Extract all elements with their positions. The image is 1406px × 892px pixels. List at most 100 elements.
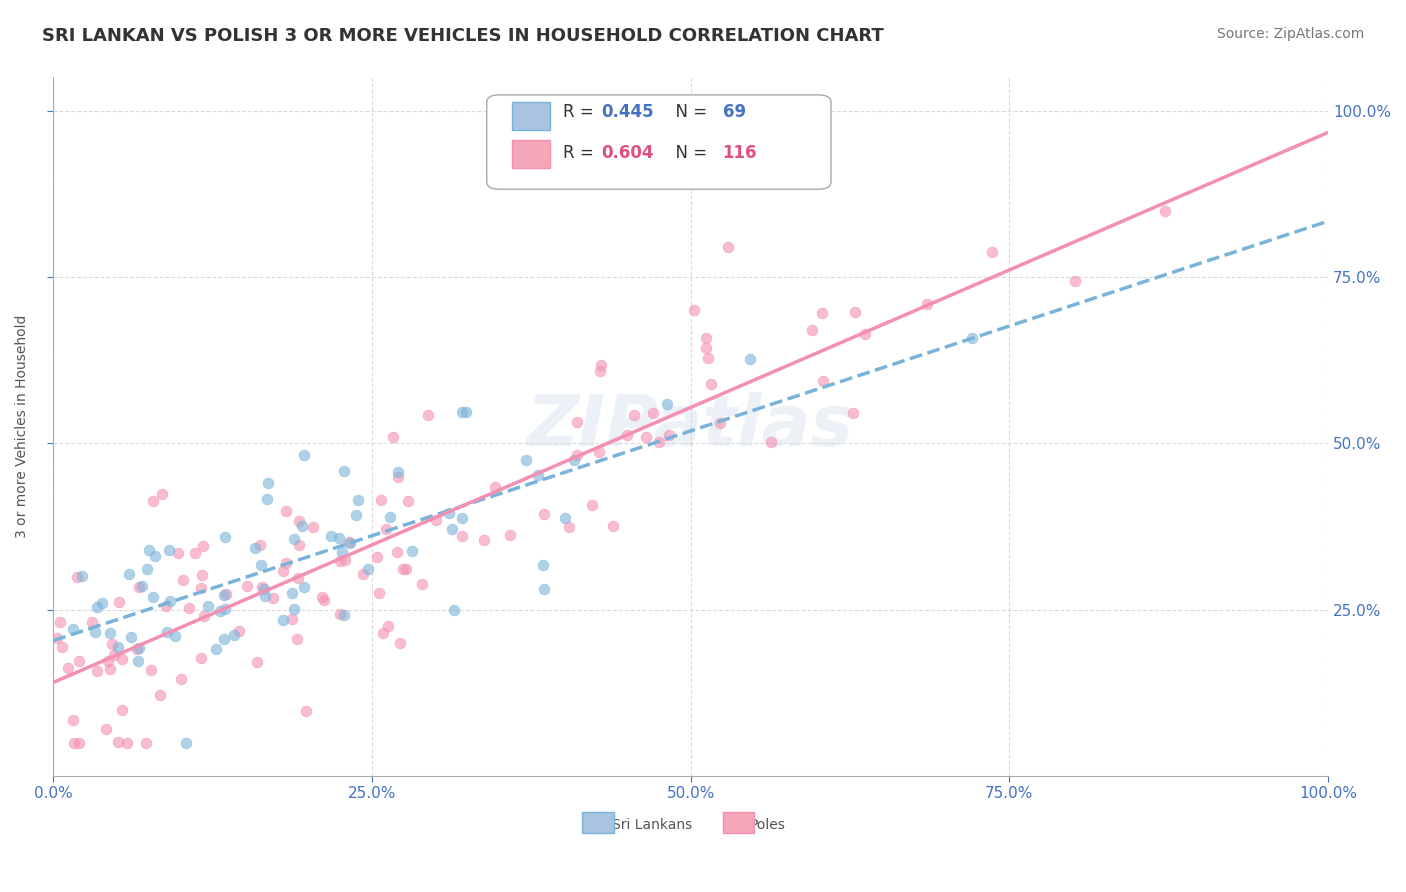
Point [962, 331, 984, 345]
Y-axis label: 3 or more Vehicles in Household: 3 or more Vehicles in Household [15, 315, 30, 539]
Point [357, 561, 380, 575]
Point [683, 302, 706, 317]
Point [648, 434, 671, 449]
Point [339, 535, 361, 549]
Point [63, 736, 86, 750]
Point [811, 374, 834, 388]
Point [135, 736, 157, 750]
Point [84, 624, 107, 639]
Point [149, 688, 172, 702]
Point [554, 511, 576, 525]
Point [311, 591, 333, 605]
Point [401, 543, 423, 558]
Text: 0.445: 0.445 [602, 103, 654, 121]
Point [118, 567, 141, 582]
Point [208, 604, 231, 618]
Point [111, 703, 134, 717]
Point [330, 545, 353, 559]
Point [811, 306, 834, 320]
Point [70, 569, 93, 583]
Point [527, 467, 550, 482]
Point [271, 613, 294, 627]
Point [616, 428, 638, 442]
Point [451, 405, 474, 419]
Point [382, 430, 405, 444]
Point [329, 607, 352, 621]
Point [66, 570, 89, 584]
Point [139, 663, 162, 677]
Point [591, 358, 613, 372]
Point [368, 586, 391, 600]
Point [695, 331, 717, 345]
Point [283, 532, 305, 546]
Point [193, 608, 215, 623]
Point [155, 624, 177, 639]
Point [214, 530, 236, 544]
FancyBboxPatch shape [582, 813, 614, 833]
Point [370, 493, 392, 508]
Point [740, 352, 762, 367]
Point [262, 591, 284, 606]
Point [107, 735, 129, 749]
Point [319, 529, 342, 543]
Point [252, 581, 274, 595]
Point [411, 576, 433, 591]
Point [700, 377, 723, 392]
Point [567, 448, 589, 462]
Point [62, 714, 84, 728]
Point [249, 538, 271, 552]
Point [915, 297, 938, 311]
Point [170, 672, 193, 686]
Point [328, 531, 350, 545]
Point [842, 406, 865, 420]
Point [80, 615, 103, 629]
Point [191, 539, 214, 553]
Point [641, 406, 664, 420]
Text: 69: 69 [723, 103, 745, 121]
Point [761, 435, 783, 450]
Point [451, 529, 474, 543]
Point [46, 631, 69, 645]
Point [588, 444, 610, 458]
Point [281, 612, 304, 626]
Point [97, 654, 120, 668]
Point [214, 632, 236, 646]
Point [294, 704, 316, 718]
Point [215, 587, 238, 601]
Point [128, 580, 150, 594]
Point [127, 642, 149, 657]
Point [98, 626, 121, 640]
Point [388, 636, 411, 650]
Point [416, 409, 439, 423]
Point [291, 519, 314, 533]
Point [246, 655, 269, 669]
Point [159, 593, 181, 607]
Point [236, 579, 259, 593]
Point [588, 364, 610, 378]
Text: N =: N = [665, 144, 713, 161]
Point [484, 480, 506, 494]
Point [456, 405, 478, 419]
Point [437, 506, 460, 520]
Point [533, 582, 555, 596]
Point [980, 245, 1002, 260]
Point [271, 564, 294, 578]
Point [377, 619, 399, 633]
Text: SRI LANKAN VS POLISH 3 OR MORE VEHICLES IN HOUSEHOLD CORRELATION CHART: SRI LANKAN VS POLISH 3 OR MORE VEHICLES … [42, 27, 884, 45]
Point [366, 549, 388, 564]
Point [67, 654, 90, 668]
Point [94, 722, 117, 736]
Point [709, 416, 731, 430]
Point [562, 453, 585, 467]
Text: Poles: Poles [749, 818, 785, 832]
Point [387, 470, 409, 484]
Point [283, 601, 305, 615]
Point [197, 599, 219, 613]
Point [167, 546, 190, 560]
Point [636, 430, 658, 444]
Point [394, 562, 416, 576]
Point [103, 648, 125, 662]
Point [173, 573, 195, 587]
Point [62, 623, 84, 637]
FancyBboxPatch shape [512, 102, 551, 130]
